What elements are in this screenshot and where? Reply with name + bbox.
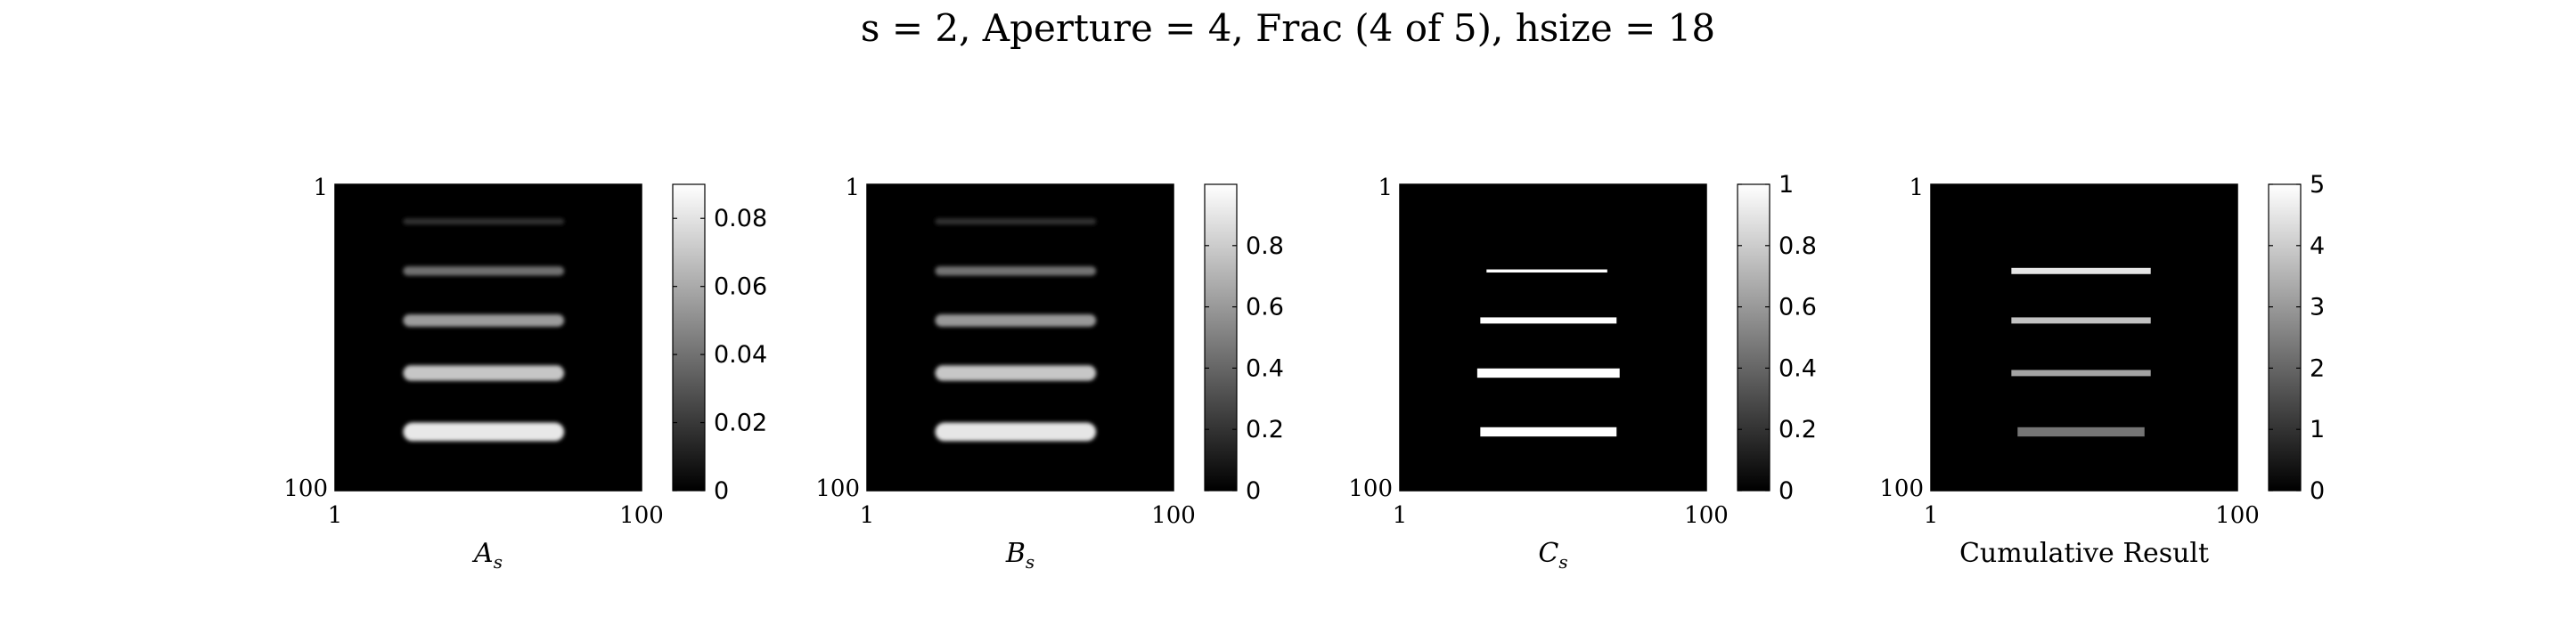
heatmap-bar-5 bbox=[403, 422, 565, 442]
colorbar-tick-label: 2 bbox=[2310, 354, 2325, 382]
y-tick-label-bottom: 100 bbox=[1348, 476, 1393, 502]
x-axis-label: Cs bbox=[1538, 538, 1567, 573]
colorbar-tick-label: 0 bbox=[714, 477, 729, 505]
y-tick-label-bottom: 100 bbox=[815, 476, 860, 502]
heatmap-bar-3 bbox=[2011, 370, 2151, 377]
figure-title: s = 2, Aperture = 4, Frac (4 of 5), hsiz… bbox=[860, 6, 1716, 50]
colorbar-tick-label: 1 bbox=[1779, 171, 1794, 199]
colorbar bbox=[672, 183, 706, 492]
colorbar-tick-label: 0.8 bbox=[1246, 232, 1284, 260]
x-axis-label: As bbox=[471, 538, 503, 573]
axes-frame bbox=[334, 183, 642, 492]
heatmap-bar-5 bbox=[935, 422, 1097, 442]
heatmap-bar-3 bbox=[403, 313, 565, 327]
y-tick-label-top: 1 bbox=[845, 175, 860, 201]
y-tick-label-top: 1 bbox=[1378, 175, 1393, 201]
heatmap-bar-4 bbox=[935, 365, 1097, 381]
colorbar-tick-label: 0.02 bbox=[714, 410, 767, 437]
x-tick-label-right: 100 bbox=[2215, 502, 2260, 529]
colorbar-tick-label: 0 bbox=[1246, 477, 1261, 505]
colorbar-tick-label: 0.6 bbox=[1779, 294, 1817, 321]
heatmap-bar-3 bbox=[935, 313, 1097, 327]
heatmap-bar-2 bbox=[2011, 317, 2151, 324]
axes-frame bbox=[866, 183, 1174, 492]
colorbar-tick-label: 0.6 bbox=[1246, 294, 1284, 321]
colorbar-tick-label: 0.4 bbox=[1246, 354, 1284, 382]
heatmap-bar-3 bbox=[1476, 368, 1620, 378]
x-tick-label-right: 100 bbox=[619, 502, 664, 529]
colorbar-tick-label: 0.2 bbox=[1246, 416, 1284, 443]
heatmap-bar-2 bbox=[935, 266, 1097, 276]
colorbar bbox=[1737, 183, 1770, 492]
x-axis-label: Bs bbox=[1005, 538, 1034, 573]
colorbar bbox=[1204, 183, 1238, 492]
colorbar-tick-label: 0.08 bbox=[714, 205, 767, 232]
x-tick-label-left: 1 bbox=[860, 502, 875, 529]
y-tick-label-bottom: 100 bbox=[1879, 476, 1924, 502]
x-tick-label-right: 100 bbox=[1684, 502, 1729, 529]
colorbar-tick-label: 4 bbox=[2310, 232, 2325, 260]
x-tick-label-right: 100 bbox=[1151, 502, 1196, 529]
axes-frame bbox=[1399, 183, 1707, 492]
heatmap-bar-4 bbox=[403, 365, 565, 381]
colorbar bbox=[2268, 183, 2302, 492]
heatmap-background bbox=[335, 184, 642, 491]
colorbar-tick-label: 3 bbox=[2310, 294, 2325, 321]
colorbar-tick-label: 0.4 bbox=[1779, 354, 1817, 382]
colorbar-tick-label: 1 bbox=[2310, 416, 2325, 443]
axes-frame bbox=[1930, 183, 2238, 492]
x-axis-label: Cumulative Result bbox=[1959, 538, 2209, 569]
heatmap-background bbox=[1931, 184, 2237, 491]
x-tick-label-left: 1 bbox=[1924, 502, 1939, 529]
heatmap-bar-2 bbox=[1480, 317, 1617, 324]
heatmap-background bbox=[1400, 184, 1706, 491]
heatmap-bar-4 bbox=[1480, 427, 1617, 437]
colorbar-tick-label: 0 bbox=[1779, 477, 1794, 505]
heatmap-bar-2 bbox=[403, 266, 565, 276]
colorbar-tick-label: 5 bbox=[2310, 171, 2325, 199]
y-tick-label-top: 1 bbox=[313, 175, 328, 201]
heatmap-bar-1 bbox=[1486, 269, 1607, 273]
colorbar-tick-label: 0.2 bbox=[1779, 416, 1817, 443]
y-tick-label-bottom: 100 bbox=[283, 476, 328, 502]
colorbar-tick-label: 0.06 bbox=[714, 273, 767, 301]
x-tick-label-left: 1 bbox=[1393, 502, 1408, 529]
heatmap-bar-1 bbox=[2011, 267, 2151, 274]
heatmap-bar-1 bbox=[935, 218, 1097, 225]
colorbar-tick-label: 0.04 bbox=[714, 341, 767, 369]
colorbar-tick-label: 0 bbox=[2310, 477, 2325, 505]
x-tick-label-left: 1 bbox=[328, 502, 343, 529]
y-tick-label-top: 1 bbox=[1909, 175, 1924, 201]
colorbar-tick-label: 0.8 bbox=[1779, 232, 1817, 260]
heatmap-bar-4 bbox=[2017, 427, 2145, 437]
heatmap-background bbox=[867, 184, 1174, 491]
heatmap-bar-1 bbox=[403, 218, 565, 225]
